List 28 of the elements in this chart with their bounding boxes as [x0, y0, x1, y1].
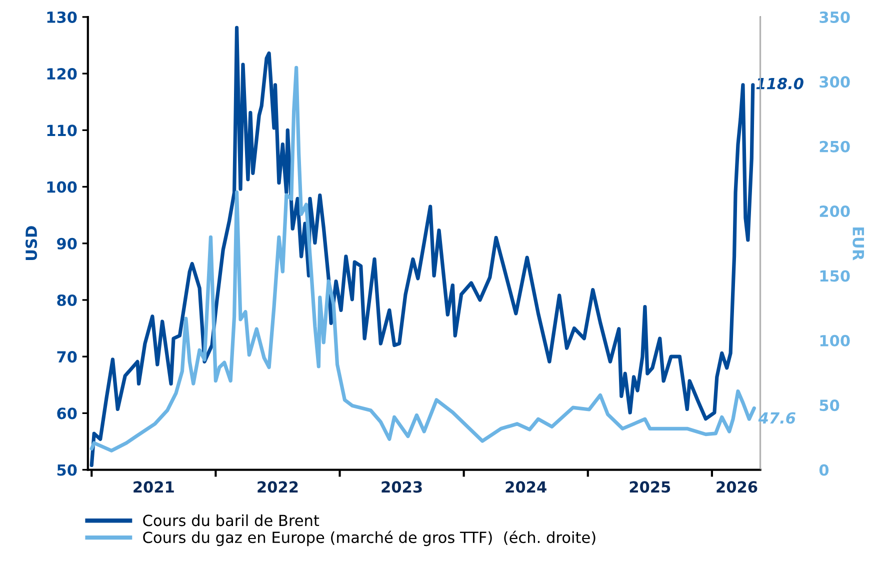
y2-tick-label: 0 — [819, 464, 829, 476]
y-axis-title: USD — [26, 226, 38, 260]
y2-tick-label: 150 — [820, 270, 850, 282]
y-tick-label: 110 — [47, 124, 77, 136]
x-tick-label: 2022 — [258, 481, 298, 493]
x-tick-label: 2025 — [630, 481, 670, 493]
y2-tick-label: 50 — [820, 400, 840, 412]
y-tick-label: 70 — [57, 351, 77, 363]
x-tick-label: 2023 — [382, 481, 422, 493]
y2-tick-label: 300 — [820, 76, 850, 88]
x-tick-label: 2024 — [506, 481, 546, 493]
y2-tick-label: 350 — [820, 11, 850, 23]
y-tick-label: 130 — [47, 11, 77, 23]
annotation: 118.0 — [756, 78, 804, 90]
y2-axis-title: EUR — [852, 227, 864, 260]
legend-label: Cours du baril de Brent — [143, 514, 320, 526]
y-tick-label: 120 — [47, 68, 77, 80]
y-tick-label: 60 — [57, 408, 77, 420]
y-tick-label: 80 — [57, 294, 77, 306]
y-tick-label: 90 — [57, 238, 77, 250]
y-tick-label: 100 — [47, 181, 77, 193]
x-tick-label: 2026 — [716, 481, 758, 493]
y-tick-label: 50 — [57, 464, 77, 476]
y2-tick-label: 250 — [820, 140, 850, 152]
y2-tick-label: 200 — [820, 206, 850, 218]
x-tick-label: 2021 — [134, 481, 174, 493]
y2-tick-label: 100 — [820, 334, 850, 346]
legend-label: Cours du gaz en Europe (marché de gros TTF) (éch. droite) — [143, 530, 596, 546]
